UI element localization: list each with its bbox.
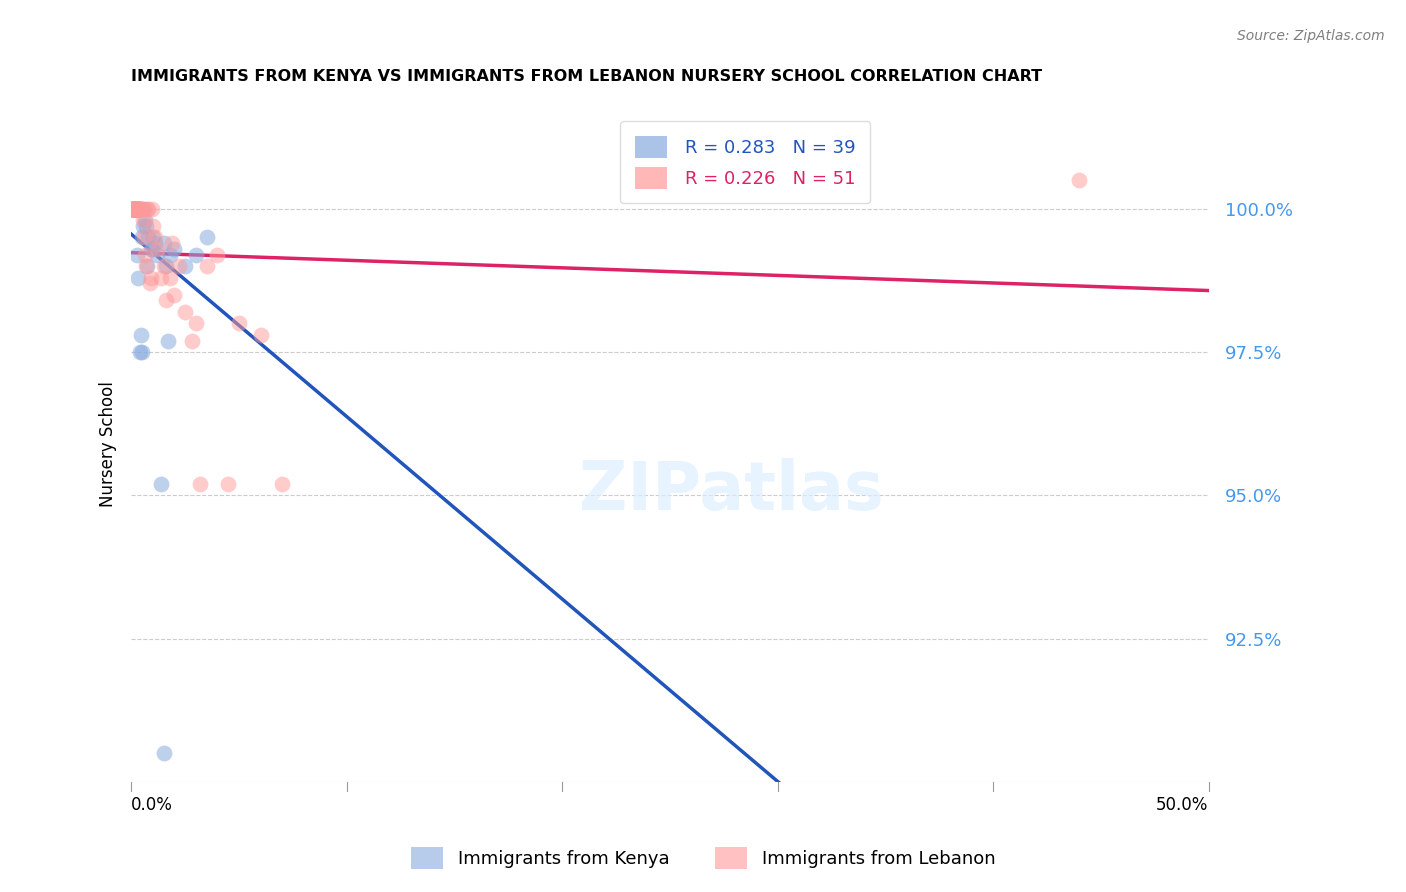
Point [138, 277, 160, 291]
Point [124, 202, 146, 216]
Point [127, 202, 149, 216]
Point [163, 242, 186, 256]
Point [146, 247, 169, 261]
Point [152, 747, 174, 761]
Point [125, 202, 148, 216]
Point [122, 202, 145, 216]
Point [136, 259, 159, 273]
Point [159, 270, 181, 285]
Point [128, 202, 150, 216]
Point [131, 202, 153, 216]
Point [141, 242, 163, 256]
Point [184, 317, 207, 331]
Point [125, 202, 148, 216]
Point [121, 202, 143, 216]
Point [159, 247, 181, 261]
Point [138, 202, 160, 216]
Point [139, 242, 162, 256]
Point [122, 202, 145, 216]
Point [131, 230, 153, 244]
Point [1069, 173, 1091, 187]
Point [150, 476, 173, 491]
Point [160, 236, 183, 251]
Point [128, 202, 150, 216]
Point [122, 202, 145, 216]
Point [128, 202, 150, 216]
Point [127, 270, 149, 285]
Point [132, 213, 155, 227]
Point [124, 202, 146, 216]
Point [136, 202, 159, 216]
Point [155, 259, 177, 273]
Point [174, 259, 197, 273]
Point [141, 202, 163, 216]
Point [217, 476, 239, 491]
Point [195, 230, 218, 244]
Point [129, 202, 152, 216]
Text: 50.0%: 50.0% [1156, 797, 1209, 814]
Point [155, 293, 177, 308]
Point [249, 327, 271, 342]
Text: 0.0%: 0.0% [131, 797, 173, 814]
Point [139, 270, 162, 285]
Point [129, 345, 152, 359]
Point [121, 202, 143, 216]
Point [134, 213, 156, 227]
Point [207, 247, 229, 261]
Point [128, 202, 150, 216]
Point [142, 219, 165, 233]
Point [124, 202, 146, 216]
Point [122, 202, 145, 216]
Point [127, 202, 149, 216]
Point [124, 202, 146, 216]
Point [135, 259, 157, 273]
Point [174, 305, 197, 319]
Point [228, 317, 250, 331]
Point [124, 202, 146, 216]
Text: IMMIGRANTS FROM KENYA VS IMMIGRANTS FROM LEBANON NURSERY SCHOOL CORRELATION CHAR: IMMIGRANTS FROM KENYA VS IMMIGRANTS FROM… [131, 69, 1042, 84]
Point [146, 242, 169, 256]
Point [152, 236, 174, 251]
Point [129, 202, 152, 216]
Text: ZIPatlas: ZIPatlas [579, 458, 883, 524]
Point [124, 202, 146, 216]
Point [134, 202, 156, 216]
Point [163, 287, 186, 301]
Point [121, 202, 143, 216]
Point [135, 219, 157, 233]
Point [122, 202, 145, 216]
Point [121, 202, 143, 216]
Point [125, 202, 148, 216]
Point [150, 270, 173, 285]
Point [134, 247, 156, 261]
Point [127, 247, 149, 261]
Point [132, 219, 155, 233]
Legend: Immigrants from Kenya, Immigrants from Lebanon: Immigrants from Kenya, Immigrants from L… [404, 839, 1002, 876]
Point [180, 334, 202, 348]
Text: Source: ZipAtlas.com: Source: ZipAtlas.com [1237, 29, 1385, 44]
Point [129, 327, 152, 342]
Point [134, 230, 156, 244]
Point [156, 334, 179, 348]
Point [143, 230, 166, 244]
Point [152, 259, 174, 273]
Point [125, 202, 148, 216]
Point [128, 202, 150, 216]
Point [122, 202, 145, 216]
Point [131, 345, 153, 359]
Point [142, 230, 165, 244]
Point [143, 236, 166, 251]
Point [127, 202, 149, 216]
Legend: R = 0.283   N = 39, R = 0.226   N = 51: R = 0.283 N = 39, R = 0.226 N = 51 [620, 121, 870, 203]
Point [121, 202, 143, 216]
Point [122, 202, 145, 216]
Point [195, 259, 218, 273]
Point [167, 259, 190, 273]
Point [184, 247, 207, 261]
Y-axis label: Nursery School: Nursery School [100, 381, 117, 507]
Point [271, 476, 294, 491]
Point [122, 202, 145, 216]
Point [188, 476, 211, 491]
Point [138, 230, 160, 244]
